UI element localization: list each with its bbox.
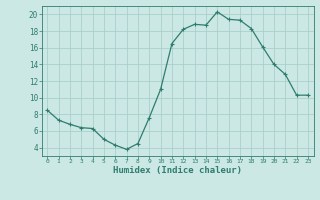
- X-axis label: Humidex (Indice chaleur): Humidex (Indice chaleur): [113, 166, 242, 175]
